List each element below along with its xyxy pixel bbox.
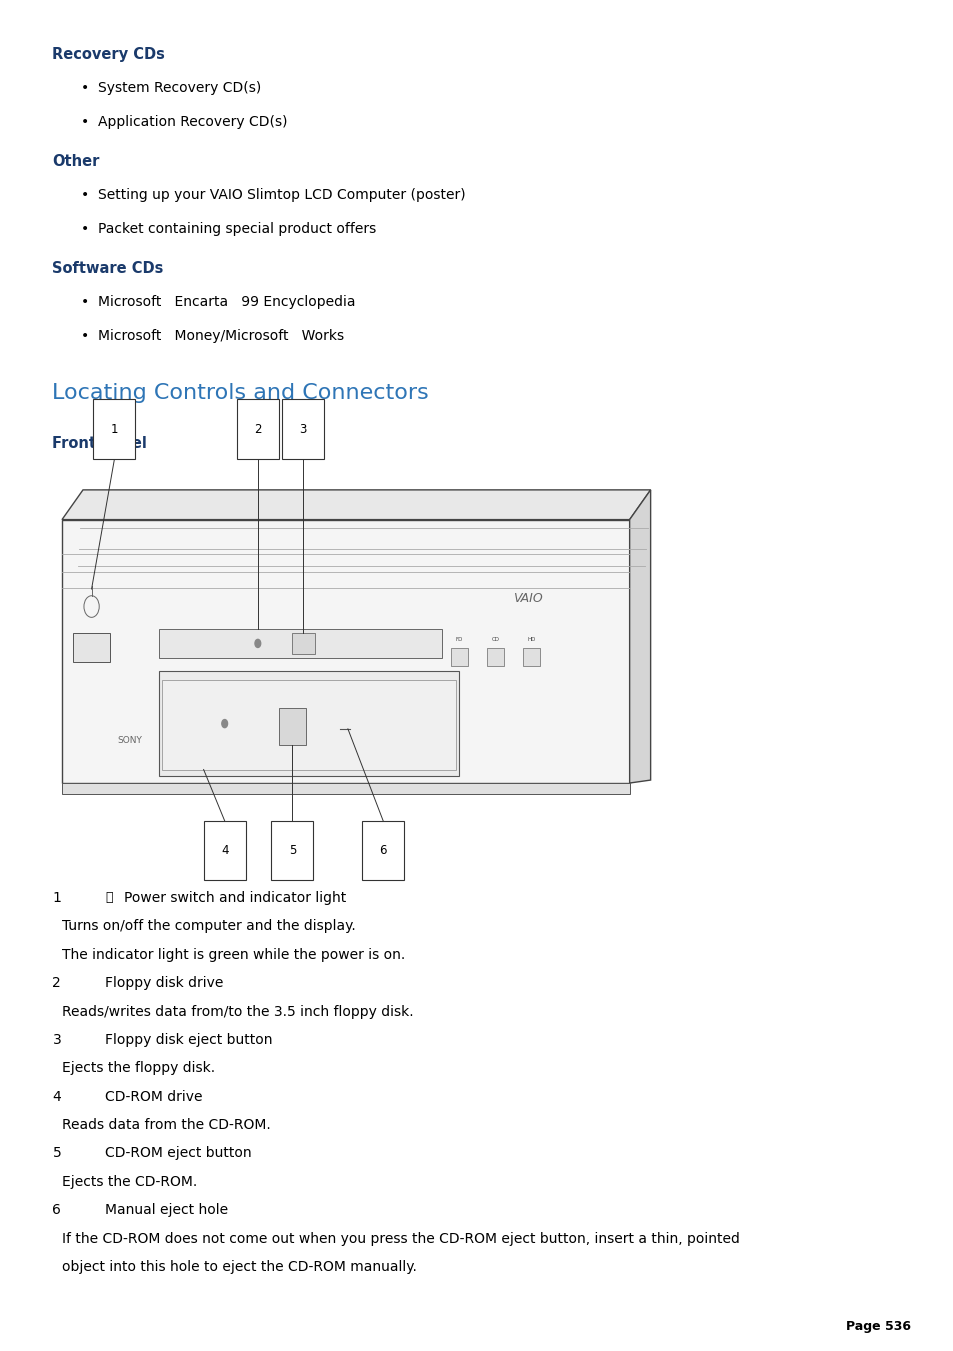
- Text: Floppy disk eject button: Floppy disk eject button: [105, 1034, 273, 1047]
- Text: 4: 4: [52, 1090, 61, 1104]
- Circle shape: [222, 720, 228, 728]
- Text: Page 536: Page 536: [845, 1320, 910, 1333]
- Text: •  Microsoft   Money/Microsoft   Works: • Microsoft Money/Microsoft Works: [81, 330, 344, 343]
- Text: 2: 2: [52, 977, 61, 990]
- Text: 6: 6: [379, 844, 387, 857]
- Text: CD-ROM drive: CD-ROM drive: [105, 1090, 202, 1104]
- Bar: [486, 648, 503, 666]
- Text: Reads data from the CD-ROM.: Reads data from the CD-ROM.: [62, 1119, 271, 1132]
- Text: 1: 1: [52, 892, 61, 905]
- Text: CD-ROM eject button: CD-ROM eject button: [105, 1147, 252, 1161]
- Text: •  System Recovery CD(s): • System Recovery CD(s): [81, 81, 261, 96]
- Bar: [62, 520, 629, 784]
- Bar: [161, 681, 456, 770]
- Text: Reads/writes data from/to the 3.5 inch floppy disk.: Reads/writes data from/to the 3.5 inch f…: [62, 1005, 414, 1019]
- Text: 3: 3: [299, 423, 307, 435]
- Text: 4: 4: [221, 844, 228, 857]
- Text: •  Setting up your VAIO Slimtop LCD Computer (poster): • Setting up your VAIO Slimtop LCD Compu…: [81, 188, 465, 203]
- Polygon shape: [629, 490, 650, 784]
- Text: If the CD-ROM does not come out when you press the CD-ROM eject button, insert a: If the CD-ROM does not come out when you…: [62, 1232, 740, 1246]
- Text: Manual eject hole: Manual eject hole: [105, 1204, 228, 1217]
- Text: 1: 1: [111, 423, 118, 435]
- Text: SONY: SONY: [117, 736, 142, 746]
- Bar: [282, 400, 324, 459]
- Text: Locating Controls and Connectors: Locating Controls and Connectors: [52, 382, 429, 403]
- Text: •  Packet containing special product offers: • Packet containing special product offe…: [81, 223, 375, 236]
- Text: object into this hole to eject the CD-ROM manually.: object into this hole to eject the CD-RO…: [62, 1260, 416, 1274]
- Text: HD: HD: [527, 636, 536, 642]
- Text: The indicator light is green while the power is on.: The indicator light is green while the p…: [62, 948, 405, 962]
- Bar: [522, 648, 539, 666]
- Bar: [93, 400, 135, 459]
- Text: 5: 5: [52, 1147, 61, 1161]
- Text: •  Application Recovery CD(s): • Application Recovery CD(s): [81, 115, 287, 130]
- Bar: [158, 671, 459, 777]
- Text: Front Panel: Front Panel: [52, 436, 147, 451]
- Text: Other: Other: [52, 154, 100, 169]
- Circle shape: [254, 639, 260, 647]
- Text: Turns on/off the computer and the display.: Turns on/off the computer and the displa…: [62, 920, 355, 934]
- Bar: [292, 634, 314, 654]
- Text: •  Microsoft   Encarta   99 Encyclopedia: • Microsoft Encarta 99 Encyclopedia: [81, 296, 355, 309]
- Text: ⏻: ⏻: [105, 892, 112, 904]
- Text: FD: FD: [456, 636, 462, 642]
- Bar: [158, 630, 442, 658]
- Bar: [271, 821, 313, 881]
- Text: Recovery CDs: Recovery CDs: [52, 47, 165, 62]
- Bar: [204, 821, 246, 881]
- Polygon shape: [62, 490, 650, 520]
- Text: 6: 6: [52, 1204, 61, 1217]
- Text: CD: CD: [491, 636, 499, 642]
- Text: 2: 2: [253, 423, 261, 435]
- Text: Power switch and indicator light: Power switch and indicator light: [124, 892, 346, 905]
- Text: VAIO: VAIO: [512, 592, 541, 605]
- Text: Ejects the CD-ROM.: Ejects the CD-ROM.: [62, 1175, 197, 1189]
- Bar: [362, 821, 404, 881]
- Text: Software CDs: Software CDs: [52, 261, 164, 277]
- Bar: [236, 400, 278, 459]
- Text: Floppy disk drive: Floppy disk drive: [105, 977, 223, 990]
- Bar: [450, 648, 467, 666]
- Bar: [62, 784, 629, 794]
- Text: 3: 3: [52, 1034, 61, 1047]
- Text: Ejects the floppy disk.: Ejects the floppy disk.: [62, 1062, 215, 1075]
- Text: 5: 5: [289, 844, 295, 857]
- Bar: [73, 632, 110, 662]
- Bar: [278, 708, 306, 744]
